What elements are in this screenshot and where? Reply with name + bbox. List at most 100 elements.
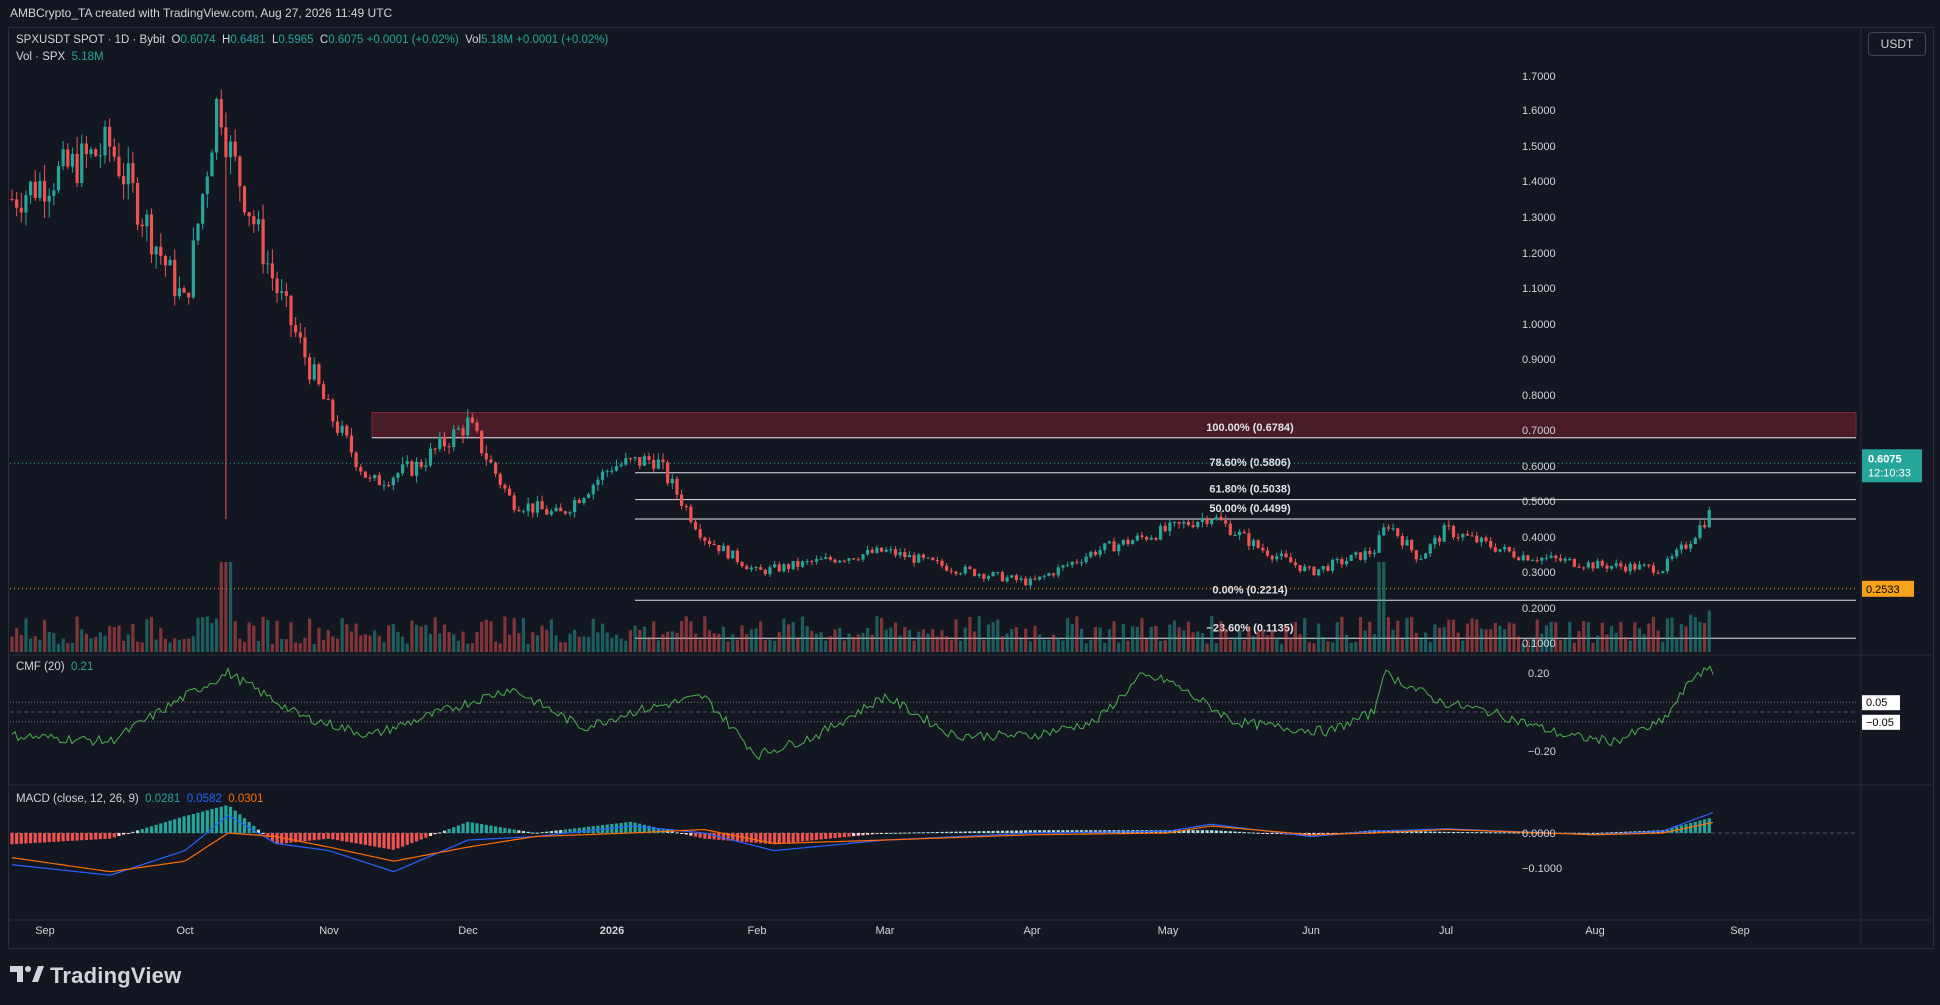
volume-bar (633, 625, 637, 652)
volume-bar (1489, 629, 1493, 652)
candle-body (1293, 562, 1297, 566)
macd-histogram-bar (1610, 832, 1614, 834)
price-axis-label: 0.1000 (1522, 638, 1556, 650)
candle-body (433, 448, 437, 450)
volume-bar (1065, 618, 1070, 652)
volume-bar (819, 632, 823, 652)
candle-body (1610, 566, 1614, 569)
macd-histogram-bar (1275, 833, 1279, 834)
cmf-label[interactable]: CMF (20) (16, 661, 65, 673)
macd-histogram-bar (1079, 830, 1084, 833)
volume-bar (875, 616, 879, 652)
volume-bar (1145, 639, 1149, 652)
candle-body (122, 176, 126, 185)
candle-body (1335, 559, 1339, 561)
marked-level-value: 0.2533 (1866, 584, 1900, 596)
volume-bar (228, 562, 233, 652)
volume-bar (484, 619, 488, 652)
currency-button[interactable]: USDT (1868, 32, 1926, 56)
vol-label: Vol (465, 34, 482, 46)
volume-bar (1372, 633, 1377, 652)
volume-bar (154, 639, 158, 652)
cmf-line (11, 665, 1714, 761)
macd-histogram-bar (401, 833, 405, 847)
volume-bar (1168, 624, 1172, 652)
macd-histogram-bar (689, 833, 693, 836)
candle-body (1103, 543, 1107, 551)
candle-body (689, 506, 693, 522)
chart-frame[interactable] (8, 27, 1934, 949)
candle-body (24, 195, 28, 213)
macd-histogram-bar (173, 819, 177, 833)
tradingview-logo[interactable]: TradingView (10, 963, 181, 990)
macd-histogram-bar (1693, 821, 1697, 833)
candle-body (1042, 575, 1046, 577)
candle-body (1024, 578, 1028, 586)
candle-body (1623, 566, 1628, 572)
candle-body (1405, 539, 1409, 546)
candle-body (866, 549, 870, 555)
candle-body (559, 507, 563, 512)
candle-body (591, 484, 595, 495)
volume-bar (921, 629, 925, 652)
candle-body (661, 459, 665, 463)
volume-bar (1251, 636, 1256, 652)
candle-body (1703, 525, 1707, 528)
candle-body (1549, 555, 1553, 558)
candle-body (1707, 510, 1711, 528)
candle-body (1675, 549, 1679, 557)
candle-body (605, 471, 609, 473)
macd-histogram-bar (122, 833, 126, 835)
macd-histogram-bar (1437, 831, 1442, 833)
volume-bar (19, 635, 23, 652)
macd-histogram-bar (1703, 819, 1707, 833)
candle-body (15, 199, 19, 208)
volume-bar (879, 617, 884, 652)
candle-body (991, 572, 995, 577)
time-axis-label: Jun (1302, 925, 1320, 937)
candle-body (135, 183, 140, 225)
volume-bar (1410, 616, 1414, 652)
volume-bar (693, 633, 698, 652)
close-label: C (319, 34, 329, 46)
volume-bar (1451, 619, 1456, 652)
macd-histogram-bar (363, 833, 367, 845)
macd-histogram-bar (838, 833, 842, 838)
candle-body (61, 149, 65, 166)
candle-body (568, 512, 572, 514)
candle-body (549, 511, 553, 515)
macd-histogram-bar (326, 833, 330, 839)
macd-histogram-bar (215, 807, 219, 833)
candle-body (182, 288, 186, 293)
volume-bar (354, 623, 358, 652)
volume-bar (521, 617, 526, 652)
volume-bar (1684, 626, 1688, 652)
macd-histogram-bar (61, 833, 65, 842)
candle-body (759, 567, 763, 570)
volume-bar (773, 640, 777, 652)
volume-bar (1349, 642, 1353, 652)
volume-bar (321, 639, 326, 652)
candle-body (270, 263, 274, 279)
volume-bar (689, 621, 693, 652)
volume-bar (447, 632, 451, 652)
symbol-label[interactable]: SPXUSDT SPOT · 1D · Bybit (16, 34, 166, 46)
volume-bar (266, 620, 270, 652)
macd-label[interactable]: MACD (close, 12, 26, 9) (16, 793, 139, 805)
macd-histogram-bar (1517, 832, 1521, 834)
volume-bar (331, 636, 335, 652)
volume-bar (1456, 632, 1460, 652)
macd-histogram-bar (47, 833, 51, 843)
volume-bar (145, 619, 149, 652)
candle-body (284, 291, 288, 296)
macd-histogram-bar (80, 833, 84, 841)
time-axis-label: Sep (35, 925, 55, 937)
macd-histogram-bar (814, 833, 819, 840)
candle-body (977, 574, 981, 576)
volume-label[interactable]: Vol · SPX (16, 51, 66, 63)
candle-body (1145, 536, 1149, 540)
price-axis-label: 0.6000 (1522, 461, 1556, 473)
macd-histogram-bar (907, 832, 912, 834)
candle-body (940, 560, 944, 566)
